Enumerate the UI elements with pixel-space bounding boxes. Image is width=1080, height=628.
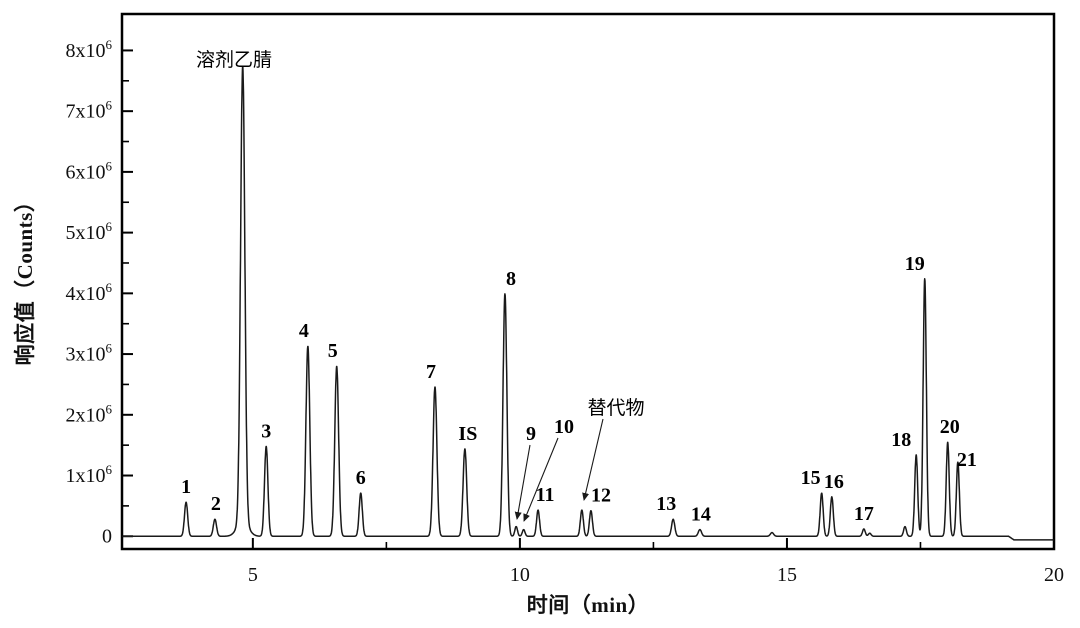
peak-label: 17 [854,503,874,525]
y-tick-label: 3x106 [66,341,113,366]
peak-label: IS [458,423,477,445]
peak-label: 16 [824,471,844,493]
peak-label: 12 [591,485,611,507]
y-tick-label: 1x106 [66,462,113,487]
peak-label: 21 [957,449,977,471]
signal-trace [121,65,1055,541]
peak-label: 2 [211,493,221,515]
y-axis-title: 响应值（Counts） [13,190,37,366]
y-tick-label: 0 [102,526,112,548]
peak-label: 15 [801,467,821,489]
peak-label: 4 [299,320,309,342]
x-tick-label: 20 [1044,564,1064,586]
peak-label: 5 [328,340,338,362]
peak-label: 11 [536,484,555,506]
peak-label: 6 [356,467,366,489]
x-axis: 5 10 15 20 [248,538,1064,586]
peak-label: 溶剂乙腈 [196,49,272,71]
x-tick-label: 15 [777,564,797,586]
y-tick-label: 8x106 [66,37,113,62]
y-tick-label: 6x106 [66,158,113,183]
y-tick-label: 4x106 [66,280,113,305]
peak-label: 1 [181,476,191,498]
peak-label: 19 [905,253,925,275]
y-tick-label: 5x106 [66,219,113,244]
y-axis: 0 1x106 2x106 3x106 4x106 5x106 6x106 7x106 8x10… [66,37,133,548]
annotation-arrows [514,418,604,522]
plot-border [120,12,1056,551]
peak-label: 14 [691,504,711,526]
annotation-arrow [582,418,604,501]
peak-label: 替代物 [587,397,644,419]
peak-label: 3 [261,420,271,442]
x-tick-label: 5 [248,564,258,586]
peak-label: 8 [506,268,516,290]
peak-labels: 12 溶剂乙腈 3 45 6 7 IS 8 9 10 11 替代物 12 13 14 15 16 17 18 19 20… [181,49,977,526]
x-axis-title: 时间（min） [526,593,650,617]
peak-label: 18 [891,429,911,451]
y-tick-label: 7x106 [66,98,113,123]
annotation-arrow [523,437,559,522]
peak-label: 20 [940,416,960,438]
peak-label: 7 [426,361,436,383]
peak-label: 10 [554,416,574,438]
peak-label: 9 [526,423,536,445]
annotation-arrow [514,444,531,520]
peak-label: 13 [656,493,676,515]
x-tick-label: 10 [510,564,530,586]
y-tick-label: 2x106 [66,401,113,426]
